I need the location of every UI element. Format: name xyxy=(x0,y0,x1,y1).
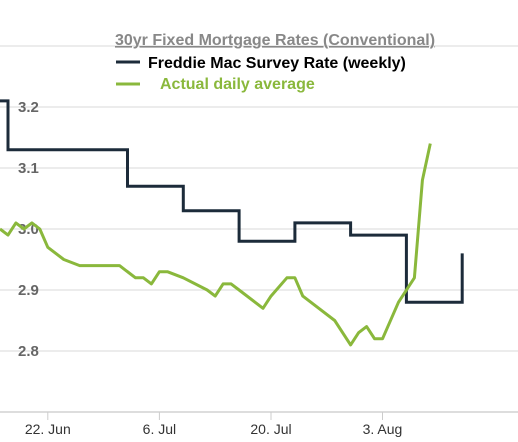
series-line-daily xyxy=(0,143,432,347)
y-tick-label: 2.8 xyxy=(18,343,39,360)
legend-label-daily: Actual daily average xyxy=(160,76,315,93)
legend: Freddie Mac Survey Rate (weekly) Actual … xyxy=(116,55,406,93)
y-tick-label: 3.0 xyxy=(18,221,39,238)
legend-item-daily[interactable]: Actual daily average xyxy=(116,76,315,93)
y-tick-label: 2.9 xyxy=(18,282,39,299)
legend-item-weekly[interactable]: Freddie Mac Survey Rate (weekly) xyxy=(116,55,406,72)
x-tick-label: 3. Aug xyxy=(363,421,403,437)
series-line-weekly xyxy=(0,99,464,304)
y-tick-label: 3.2 xyxy=(18,99,39,116)
chart-title: 30yr Fixed Mortgage Rates (Conventional) xyxy=(115,32,435,49)
y-tick-label: 3.1 xyxy=(18,160,39,177)
grid-lines xyxy=(0,45,518,413)
x-axis: 22. Jun 6. Jul 20. Jul 3. Aug xyxy=(25,412,403,437)
x-tick-label: 6. Jul xyxy=(143,421,176,437)
y-axis-labels: 2.8 2.9 3.0 3.1 3.2 xyxy=(18,99,39,360)
legend-label-weekly: Freddie Mac Survey Rate (weekly) xyxy=(148,55,406,72)
series-lines xyxy=(0,99,464,347)
x-tick-label: 22. Jun xyxy=(25,421,71,437)
x-tick-label: 20. Jul xyxy=(250,421,291,437)
